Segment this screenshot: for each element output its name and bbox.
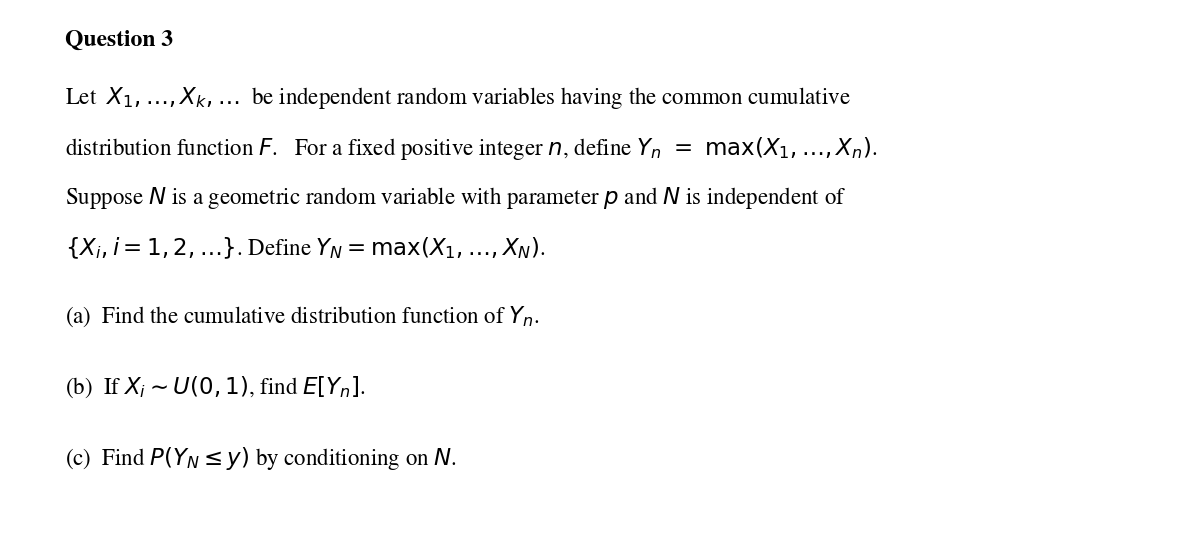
Text: Let  $X_1, \ldots, X_k, \ldots$  be independent random variables having the comm: Let $X_1, \ldots, X_k, \ldots$ be indepe…: [65, 85, 851, 111]
Text: (c)  Find $P(Y_N \leq y)$ by conditioning on $N$.: (c) Find $P(Y_N \leq y)$ by conditioning…: [65, 445, 457, 472]
Text: $\{X_i, i = 1, 2, \ldots\}$. Define $Y_N = \mathrm{max}(X_1, \ldots, X_N)$.: $\{X_i, i = 1, 2, \ldots\}$. Define $Y_N…: [65, 235, 546, 261]
Text: Question 3: Question 3: [65, 30, 173, 51]
Text: distribution function $F$.   For a fixed positive integer $n$, define $Y_n \ = \: distribution function $F$. For a fixed p…: [65, 135, 877, 162]
Text: (a)  Find the cumulative distribution function of $Y_n$.: (a) Find the cumulative distribution fun…: [65, 305, 539, 330]
Text: Suppose $N$ is a geometric random variable with parameter $p$ and $N$ is indepen: Suppose $N$ is a geometric random variab…: [65, 185, 846, 211]
Text: (b)  If $X_i \sim U(0, 1)$, find $E[Y_n]$.: (b) If $X_i \sim U(0, 1)$, find $E[Y_n]$…: [65, 375, 366, 401]
